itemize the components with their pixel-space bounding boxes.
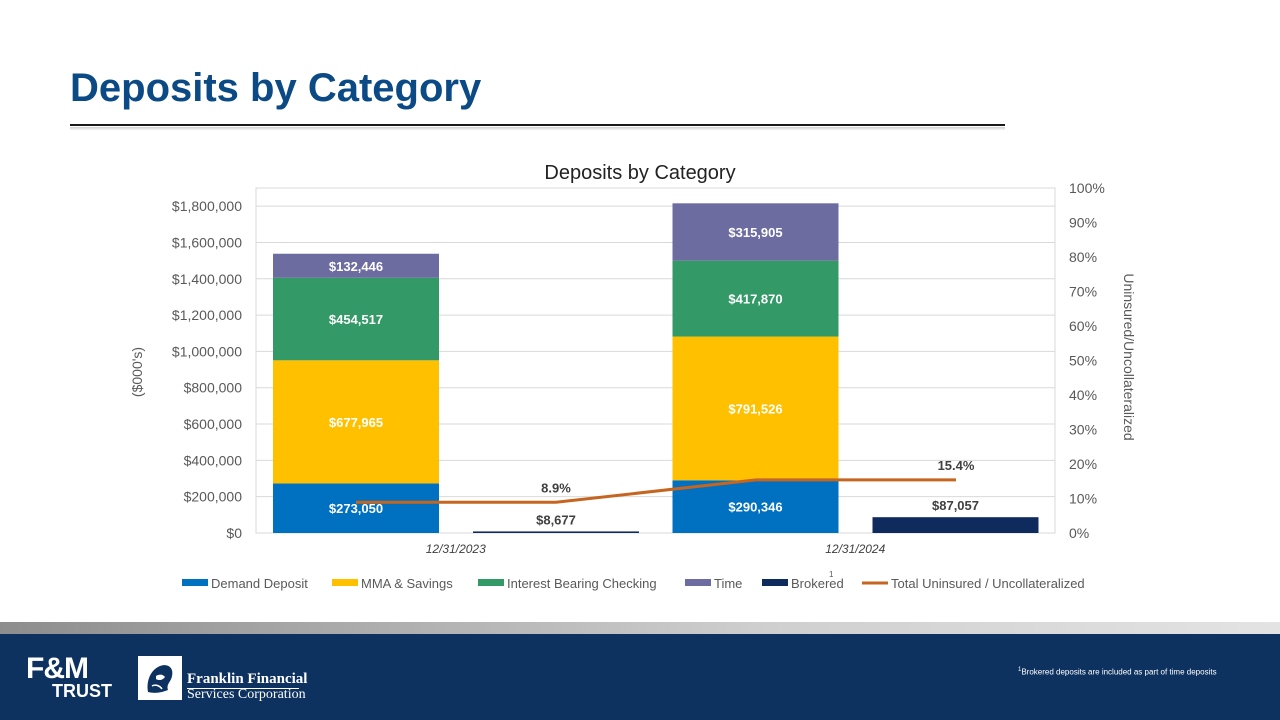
- footer-band: [0, 622, 1280, 634]
- bar-data-label: $273,050: [329, 501, 383, 516]
- legend-label: MMA & Savings: [361, 576, 453, 591]
- brokered-bar: [872, 517, 1039, 533]
- legend-label: Brokered: [791, 576, 844, 591]
- footnote-text: Brokered deposits are included as part o…: [1021, 667, 1217, 677]
- franklin-financial-logo: Franklin Financial Services Corporation: [187, 671, 308, 702]
- chart-legend: Demand Deposit MMA & Savings Interest Bear…: [182, 570, 1085, 591]
- bar-segment: [672, 336, 839, 481]
- bar-data-label: $315,905: [728, 225, 782, 240]
- y2-tick-label: 60%: [1069, 318, 1097, 334]
- y2-tick-label: 40%: [1069, 387, 1097, 403]
- fm-logo-line2: TRUST: [52, 681, 112, 701]
- bar-data-label: $290,346: [728, 500, 782, 515]
- legend-swatch: [182, 579, 208, 586]
- footnote-marker: 1: [1018, 667, 1022, 673]
- title-divider-shadow: [70, 127, 1005, 130]
- legend-label: Time: [714, 576, 742, 591]
- y2-tick-label: 70%: [1069, 284, 1097, 300]
- brokered-bar: [473, 531, 639, 533]
- bar-segment: [273, 360, 439, 484]
- bar-data-label: $417,870: [728, 292, 782, 307]
- x-tick-label: 12/31/2023: [426, 542, 486, 556]
- deposits-chart: $273,050 $677,965 $454,517 $132,446 $290,346…: [129, 162, 1137, 591]
- y-tick-label: $1,000,000: [172, 343, 242, 359]
- chart-title: Deposits by Category: [544, 162, 735, 184]
- y2-tick-label: 0%: [1069, 525, 1089, 541]
- bar-segment: [273, 277, 439, 361]
- legend-swatch: [685, 579, 711, 586]
- chart-axes: Deposits by Category $0 $200,000 $400,000 $6…: [129, 162, 1137, 556]
- legend-swatch: [478, 579, 504, 586]
- chart-line-series: [356, 478, 956, 504]
- bar-data-label: $454,517: [329, 312, 383, 327]
- y2-tick-label: 10%: [1069, 491, 1097, 507]
- y-tick-label: $400,000: [184, 452, 243, 468]
- footer-bar: [0, 634, 1280, 720]
- legend-swatch: [332, 579, 358, 586]
- y-tick-label: $600,000: [184, 416, 243, 432]
- line-data-label: 15.4%: [938, 458, 975, 473]
- bar-data-label: $791,526: [728, 401, 782, 416]
- bar-segment: [672, 480, 839, 533]
- y2-tick-label: 30%: [1069, 422, 1097, 438]
- chart-data-labels: $273,050 $677,965 $454,517 $132,446 $290,346…: [329, 225, 979, 527]
- ffsc-logo-divider: [187, 688, 299, 689]
- y2-axis-title: Uninsured/Uncollateralized: [1121, 273, 1137, 440]
- y2-tick-label: 50%: [1069, 353, 1097, 369]
- bar-data-label: $132,446: [329, 259, 383, 274]
- y-tick-label: $200,000: [184, 489, 243, 505]
- legend-swatch: [762, 579, 788, 586]
- bar-segment: [672, 260, 839, 337]
- y-tick-label: $1,800,000: [172, 198, 242, 214]
- fm-trust-logo: F&M TRUST: [26, 652, 112, 701]
- y-axis-title: ($000's): [129, 347, 145, 397]
- y-tick-label: $0: [226, 525, 242, 541]
- bar-segment: [273, 483, 439, 533]
- legend-label: Demand Deposit: [211, 576, 308, 591]
- brokered-data-label: $8,677: [536, 512, 576, 527]
- footnote: 1Brokered deposits are included as part …: [1018, 666, 1238, 678]
- line-data-label: 8.9%: [541, 480, 571, 495]
- plot-frame: [255, 187, 1056, 534]
- title-divider: [70, 124, 1005, 126]
- legend-label: Interest Bearing Checking: [507, 576, 657, 591]
- lion-emblem-icon: [138, 656, 182, 700]
- y2-tick-label: 90%: [1069, 215, 1097, 231]
- brokered-data-label: $87,057: [932, 498, 979, 513]
- y2-tick-label: 80%: [1069, 249, 1097, 265]
- bar-segment: [672, 203, 839, 261]
- legend-superscript: 1: [829, 570, 834, 579]
- fm-logo-line1: F&M: [26, 652, 89, 685]
- y2-tick-label: 100%: [1069, 180, 1105, 196]
- x-tick-label: 12/31/2024: [825, 542, 885, 556]
- y2-tick-label: 20%: [1069, 456, 1097, 472]
- legend-label: Total Uninsured / Uncollateralized: [891, 576, 1085, 591]
- y-tick-label: $1,200,000: [172, 307, 242, 323]
- ffsc-logo-line2: Services Corporation: [187, 686, 306, 702]
- bar-data-label: $677,965: [329, 415, 383, 430]
- y-tick-label: $1,400,000: [172, 271, 242, 287]
- y-tick-label: $800,000: [184, 380, 243, 396]
- page-title: Deposits by Category: [70, 66, 482, 110]
- ffsc-logo-line1: Franklin Financial: [187, 671, 308, 687]
- chart-bars: [273, 203, 1039, 533]
- bar-segment: [273, 253, 439, 278]
- uninsured-line: [356, 478, 956, 504]
- y-tick-label: $1,600,000: [172, 234, 242, 250]
